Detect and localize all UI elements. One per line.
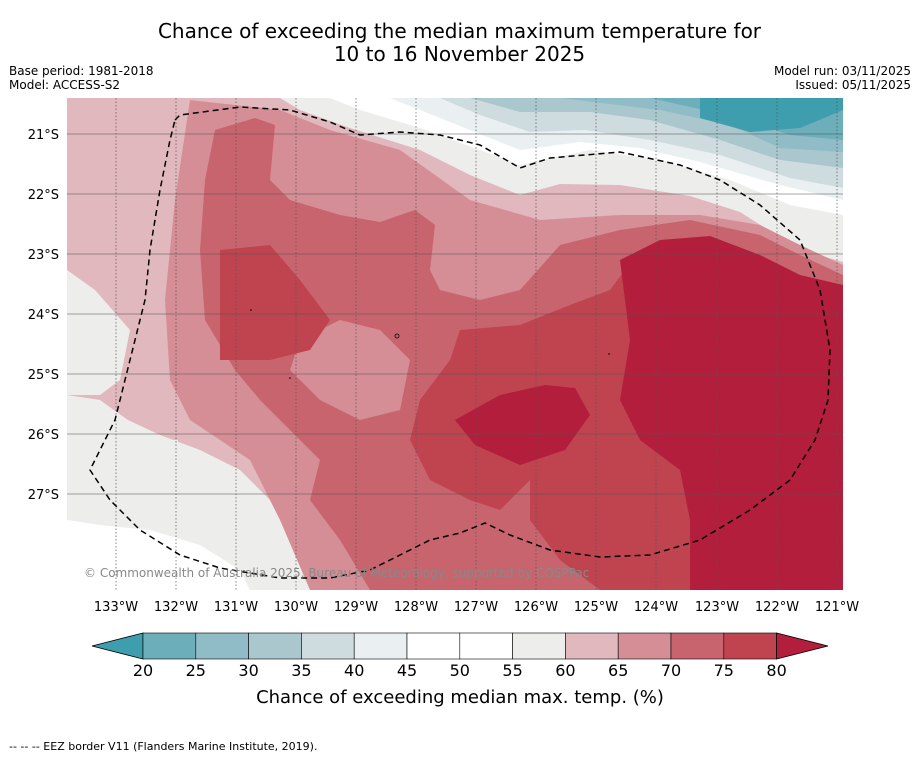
colorbar-tick-label: 60 [555, 661, 575, 680]
field-65-70-inner [290, 320, 410, 420]
lon-label: 129°W [334, 600, 378, 615]
field-75-80-patch [530, 470, 690, 590]
colorbar-segment [670, 632, 725, 660]
grid-lines [115, 98, 838, 590]
island-marker-4 [608, 353, 610, 355]
field-above-80 [620, 236, 843, 590]
chart-title-line1: Chance of exceeding the median maximum t… [157, 19, 762, 43]
colorbar-segment [248, 632, 302, 660]
lon-label: 130°W [274, 600, 318, 615]
colorbar-tick-label: 55 [502, 661, 522, 680]
field-55-60-patch [168, 440, 178, 468]
colorbar-segment [565, 632, 619, 660]
field-55-60-west [67, 270, 130, 395]
colorbar-tick-label: 25 [186, 661, 206, 680]
colorbar-label: Chance of exceeding median max. temp. (%… [256, 687, 664, 708]
base-period: Base period: 1981-2018 [9, 64, 154, 78]
colorbar-segment [512, 632, 566, 660]
colorbar-arrow-low [91, 632, 144, 660]
lon-label: 125°W [574, 600, 618, 615]
lon-labels: 133°W 132°W 131°W 130°W 129°W 128°W 127°… [94, 600, 859, 615]
colorbar-segment [406, 632, 461, 660]
colorbar-segment [723, 632, 777, 660]
lat-label: 26°S [28, 428, 59, 443]
colorbar-tick-label: 20 [133, 661, 153, 680]
lat-label: 23°S [28, 248, 59, 263]
colorbar-tick-label: 65 [608, 661, 628, 680]
colorbar-tick-label: 35 [291, 661, 311, 680]
meta-left: Base period: 1981-2018 Model: ACCESS-S2 [9, 64, 154, 92]
lat-label: 24°S [28, 308, 59, 323]
lon-label: 133°W [94, 600, 138, 615]
lon-label: 123°W [695, 600, 739, 615]
colorbar-tick-label: 75 [714, 661, 734, 680]
lon-label: 131°W [214, 600, 258, 615]
field-75-80 [220, 245, 330, 360]
lon-label: 132°W [154, 600, 198, 615]
eez-border [89, 106, 831, 579]
colorbar-segment [142, 632, 197, 660]
lat-label: 21°S [28, 128, 59, 143]
lat-label: 27°S [28, 488, 59, 503]
colorbar-tick-label: 45 [397, 661, 417, 680]
issued-date: Issued: 05/11/2025 [795, 78, 911, 92]
model-name: Model: ACCESS-S2 [9, 78, 121, 92]
colorbar-tick-label: 40 [344, 661, 364, 680]
colorbar-tick-label: 30 [238, 661, 258, 680]
colorbar-tick-label: 80 [766, 661, 786, 680]
field-below-20 [700, 98, 843, 132]
colorbar-segment [459, 632, 513, 660]
field-above-80-patch [455, 385, 590, 465]
lat-label: 22°S [28, 188, 59, 203]
colorbar-tick-label: 70 [661, 661, 681, 680]
colorbar-arrow-high [776, 632, 829, 660]
colorbar-segment [617, 632, 672, 660]
eez-footnote: -- -- -- EEZ border V11 (Flanders Marine… [9, 740, 318, 753]
field-below-50-southwest [67, 520, 250, 590]
lon-label: 122°W [755, 600, 799, 615]
lat-label: 25°S [28, 368, 59, 383]
lon-label: 128°W [394, 600, 438, 615]
lon-label: 127°W [454, 600, 498, 615]
island-marker-3 [289, 377, 291, 379]
colorbar-segment [353, 632, 408, 660]
map-plot-area: © Commonwealth of Australia 2025, Bureau… [67, 98, 843, 590]
colorbar [91, 632, 829, 660]
map-copyright: © Commonwealth of Australia 2025, Bureau… [84, 566, 589, 580]
lon-label: 121°W [815, 600, 859, 615]
grid-lat-lines [67, 133, 843, 495]
island-marker-2 [250, 309, 252, 311]
colorbar-ticks: 20 25 30 35 40 45 50 55 60 65 70 75 80 [133, 661, 787, 680]
island-marker [394, 333, 400, 339]
lon-label: 126°W [514, 600, 558, 615]
colorbar-segment [301, 632, 355, 660]
colorbar-tick-label: 50 [450, 661, 470, 680]
meta-right: Model run: 03/11/2025 Issued: 05/11/2025 [774, 64, 911, 92]
colorbar-segment [195, 632, 249, 660]
chart-title-line2: 10 to 16 November 2025 [333, 42, 586, 66]
lat-labels: 21°S 22°S 23°S 24°S 25°S 26°S 27°S [28, 128, 59, 503]
lon-label: 124°W [634, 600, 678, 615]
model-run: Model run: 03/11/2025 [773, 64, 911, 78]
